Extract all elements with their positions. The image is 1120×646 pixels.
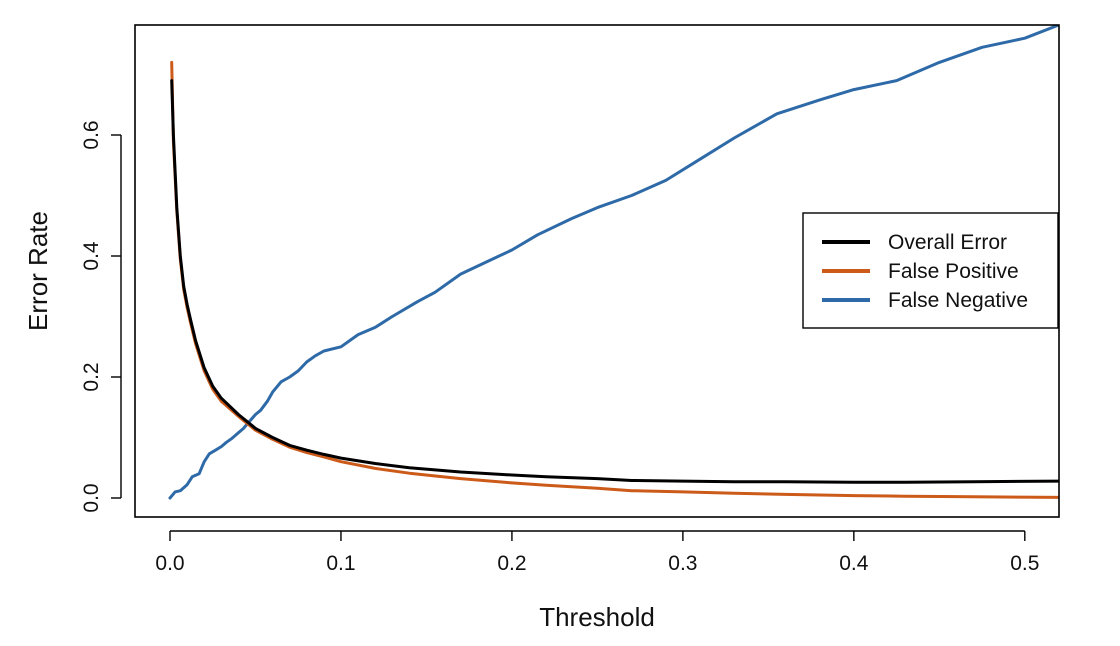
legend-label-false-negative: False Negative <box>888 289 1028 312</box>
x-tick-label: 0.0 <box>155 552 184 575</box>
x-axis: 0.0 0.1 0.2 0.3 0.4 0.5 <box>155 530 1039 575</box>
x-tick-label: 0.4 <box>839 552 869 575</box>
x-tick-label: 0.1 <box>326 552 355 575</box>
legend-label-overall-error: Overall Error <box>888 231 1007 254</box>
y-axis: 0.0 0.2 0.4 0.6 <box>80 120 122 513</box>
x-tick-label: 0.5 <box>1010 552 1039 575</box>
x-axis-label: Threshold <box>539 602 655 632</box>
y-tick-label: 0.2 <box>80 362 103 391</box>
series-line-false-negative <box>168 25 1059 500</box>
series-line-overall-error <box>170 79 1059 484</box>
plot-frame <box>134 24 1060 518</box>
y-tick-label: 0.4 <box>80 241 103 271</box>
legend: Overall Error False Positive False Negat… <box>802 212 1059 329</box>
x-tick-label: 0.3 <box>668 552 697 575</box>
y-axis-label: Error Rate <box>23 211 53 331</box>
series-layer <box>168 25 1059 500</box>
legend-label-false-positive: False Positive <box>888 260 1019 283</box>
x-tick-label: 0.2 <box>497 552 526 575</box>
y-tick-label: 0.6 <box>80 120 103 149</box>
y-tick-label: 0.0 <box>80 483 103 512</box>
